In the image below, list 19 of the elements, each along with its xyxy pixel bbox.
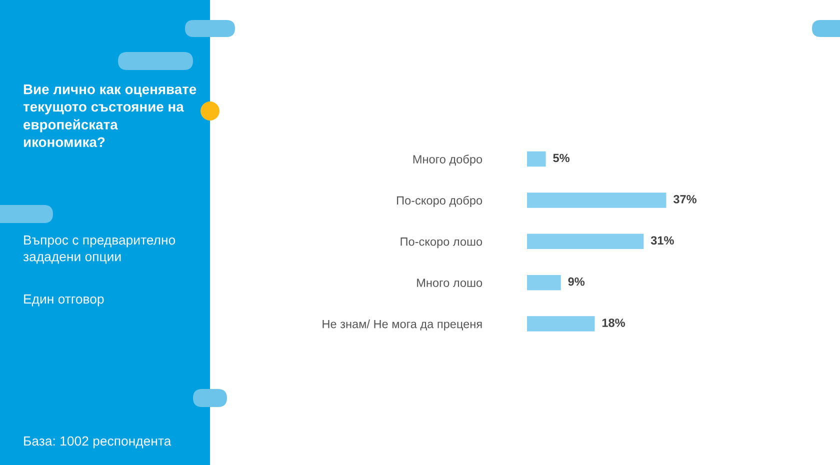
bar (527, 234, 644, 250)
bar (527, 274, 561, 290)
data-label: 18% (602, 318, 625, 327)
bar (527, 151, 546, 167)
bar (527, 192, 666, 208)
text: Един отговор (24, 294, 104, 306)
text: Въпрос с предварително зададени опции (23, 235, 176, 264)
data-label: 9% (568, 277, 585, 286)
data-label: 31% (650, 236, 674, 245)
y-tick-label: Много лошо (417, 278, 482, 287)
text: База: 1002 респондента (24, 436, 172, 448)
y-tick-label: Много добро (413, 154, 482, 166)
data-label: 5% (553, 154, 570, 162)
y-tick-label: Не знам/ Не мога да преценя (322, 320, 482, 331)
data-label: 37% (673, 195, 696, 204)
y-tick-label: По-скоро добро (397, 196, 482, 207)
text: Вие лично как оценявате текущото състояние на европейската икономика? (23, 84, 196, 148)
y-tick-label: По-скоро лошо (400, 238, 482, 248)
bar (527, 316, 595, 332)
